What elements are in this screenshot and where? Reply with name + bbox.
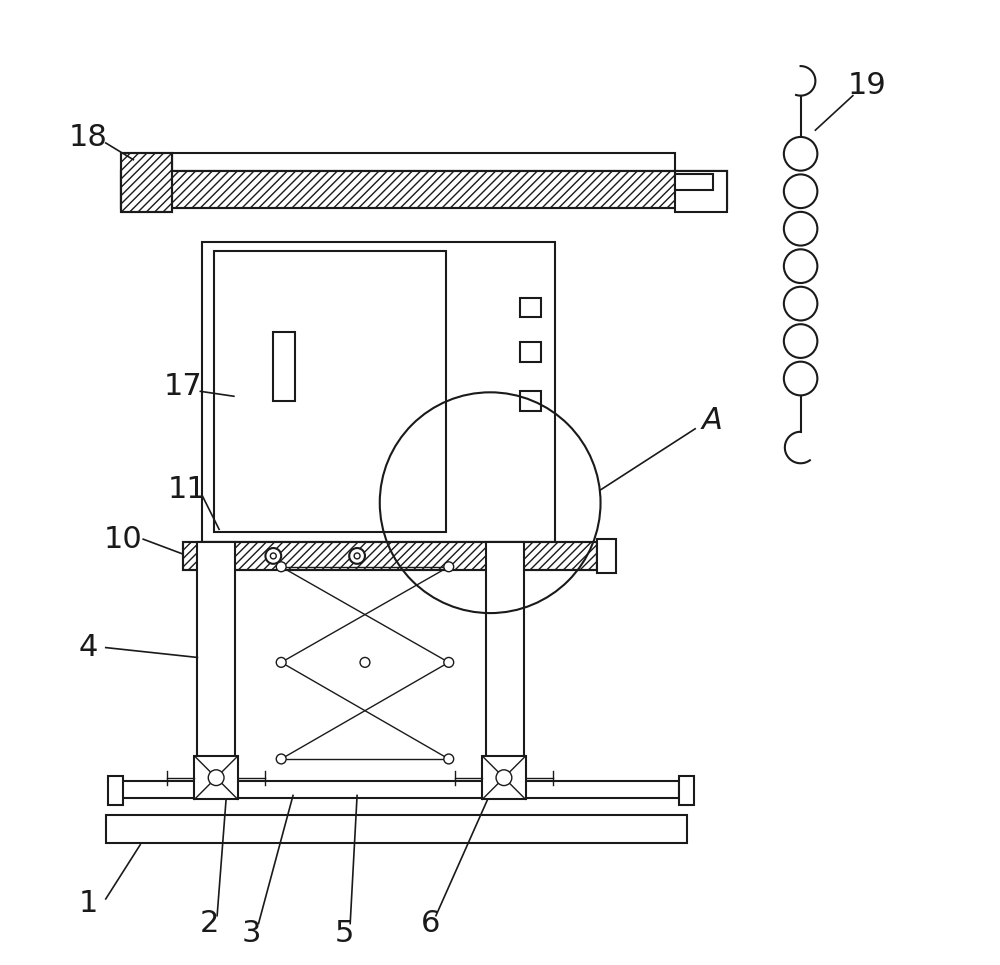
Circle shape: [208, 770, 224, 786]
Bar: [194, 756, 238, 799]
Bar: [197, 542, 235, 761]
Circle shape: [276, 562, 286, 571]
Bar: [118, 781, 679, 798]
Bar: [679, 776, 694, 805]
Circle shape: [276, 754, 286, 764]
Bar: [121, 171, 727, 208]
Bar: [121, 171, 727, 208]
Ellipse shape: [784, 249, 817, 283]
Bar: [597, 539, 616, 572]
Bar: [121, 152, 172, 212]
Text: 3: 3: [242, 919, 261, 948]
Bar: [482, 756, 526, 799]
Text: 10: 10: [104, 525, 143, 554]
Bar: [183, 542, 597, 569]
Text: 5: 5: [335, 919, 354, 948]
Ellipse shape: [784, 324, 817, 358]
Circle shape: [354, 553, 360, 559]
Text: 11: 11: [167, 476, 206, 505]
Ellipse shape: [784, 212, 817, 245]
Text: 19: 19: [847, 71, 886, 100]
Circle shape: [444, 562, 454, 571]
Bar: [273, 332, 295, 401]
Circle shape: [265, 548, 281, 564]
Bar: [121, 152, 172, 212]
Text: 17: 17: [163, 372, 202, 400]
Bar: [520, 392, 541, 411]
Circle shape: [276, 657, 286, 668]
Bar: [675, 171, 727, 212]
Bar: [675, 175, 713, 190]
Text: 2: 2: [200, 909, 219, 938]
Bar: [486, 542, 524, 761]
Bar: [214, 251, 446, 533]
Ellipse shape: [784, 175, 817, 208]
Text: 1: 1: [78, 890, 98, 919]
Bar: [183, 542, 597, 569]
Bar: [520, 342, 541, 362]
Circle shape: [349, 548, 365, 564]
Circle shape: [360, 657, 370, 668]
Circle shape: [444, 657, 454, 668]
Bar: [106, 815, 687, 842]
Text: 6: 6: [421, 909, 441, 938]
Circle shape: [496, 770, 512, 786]
Bar: [202, 241, 555, 542]
Ellipse shape: [784, 137, 817, 171]
Ellipse shape: [784, 287, 817, 320]
Text: A: A: [701, 406, 722, 435]
Circle shape: [270, 553, 276, 559]
Text: 18: 18: [69, 123, 107, 152]
Bar: [108, 776, 123, 805]
Bar: [520, 297, 541, 317]
Bar: [172, 152, 675, 171]
Circle shape: [444, 754, 454, 764]
Text: 4: 4: [78, 633, 98, 662]
Ellipse shape: [784, 362, 817, 396]
